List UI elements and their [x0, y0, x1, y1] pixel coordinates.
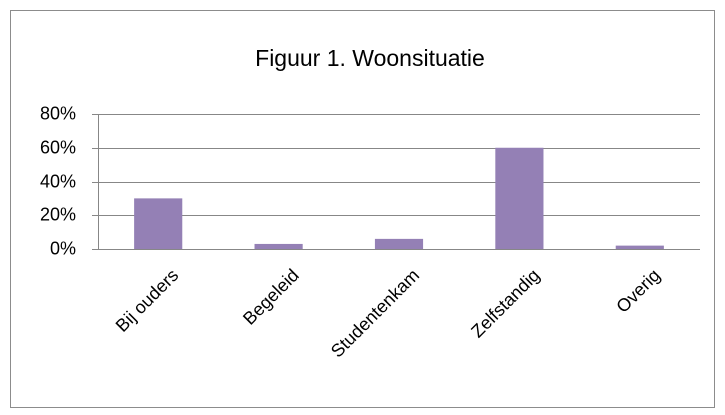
y-tick-label: 0% — [50, 238, 76, 258]
bar — [254, 243, 303, 249]
bar — [374, 238, 424, 249]
y-tick-label: 60% — [40, 137, 76, 157]
bar — [615, 245, 664, 249]
y-tick-label: 40% — [40, 171, 76, 191]
bar — [495, 147, 544, 249]
chart-border — [10, 10, 715, 408]
y-tick-label: 20% — [40, 204, 76, 224]
chart-title: Figuur 1. Woonsituatie — [255, 45, 485, 71]
y-tick-label: 80% — [40, 103, 76, 123]
bar — [134, 198, 183, 249]
